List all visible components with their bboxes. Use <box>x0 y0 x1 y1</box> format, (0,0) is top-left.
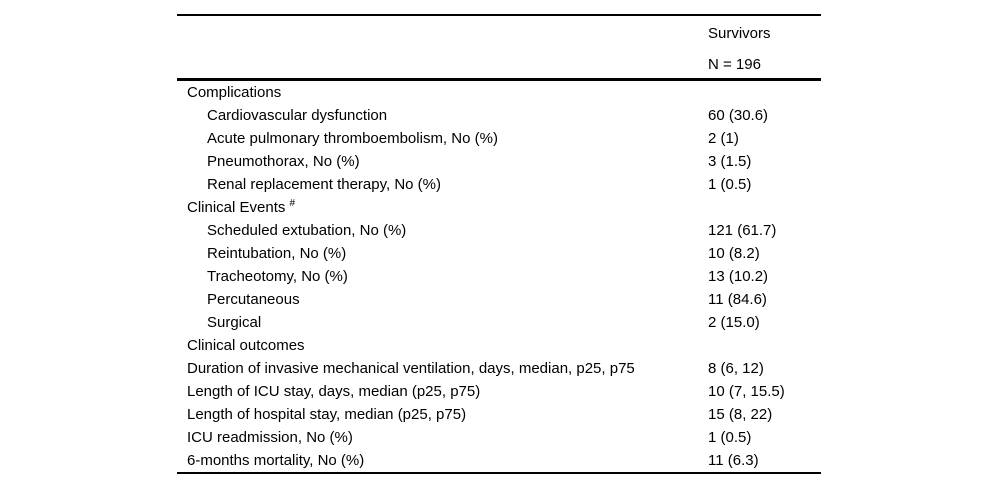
row-value <box>708 196 821 219</box>
row-value: 10 (7, 15.5) <box>708 383 785 400</box>
table-row: Pneumothorax, No (%) 3 (1.5) <box>177 150 821 173</box>
row-label: Complications <box>187 84 282 101</box>
row-label: Surgical <box>207 314 262 331</box>
row-value: 2 (1) <box>708 130 739 147</box>
table-row: Scheduled extubation, No (%) 121 (61.7) <box>177 219 821 242</box>
row-value <box>708 81 821 104</box>
table-row: 6-months mortality, No (%) 11 (6.3) <box>177 449 821 472</box>
table-row: Length of ICU stay, days, median (p25, p… <box>177 380 821 403</box>
row-value: 8 (6, 12) <box>708 360 764 377</box>
row-label: Cardiovascular dysfunction <box>207 107 388 124</box>
row-value: 11 (6.3) <box>708 452 759 469</box>
row-label: 6-months mortality, No (%) <box>187 452 365 469</box>
table-row: Tracheotomy, No (%) 13 (10.2) <box>177 265 821 288</box>
row-value <box>708 334 821 357</box>
table-row: Length of hospital stay, median (p25, p7… <box>177 403 821 426</box>
row-value: 1 (0.5) <box>708 176 752 193</box>
outcomes-table: Survivors N = 196 Complications Cardiovas… <box>177 14 821 474</box>
row-label: Clinical Events # <box>187 198 296 217</box>
table-row: Clinical Events # <box>177 196 821 219</box>
row-value: 3 (1.5) <box>708 153 752 170</box>
header-column-subtitle: N = 196 <box>708 56 761 73</box>
row-value: 10 (8.2) <box>708 245 760 262</box>
table-row: Percutaneous 11 (84.6) <box>177 288 821 311</box>
row-value: 121 (61.7) <box>708 222 777 239</box>
table-header-rule <box>177 78 821 81</box>
row-value: 11 (84.6) <box>708 291 767 308</box>
row-label: Length of ICU stay, days, median (p25, p… <box>187 383 481 400</box>
table-row: Duration of invasive mechanical ventilat… <box>177 357 821 380</box>
table-row: ICU readmission, No (%) 1 (0.5) <box>177 426 821 449</box>
row-value: 15 (8, 22) <box>708 406 773 423</box>
row-label: Pneumothorax, No (%) <box>207 153 360 170</box>
table-header-row: Survivors N = 196 <box>177 16 821 78</box>
table-bottom-rule <box>177 472 821 474</box>
table-top-rule <box>177 14 821 16</box>
table-row: Cardiovascular dysfunction 60 (30.6) <box>177 104 821 127</box>
table-row: Reintubation, No (%) 10 (8.2) <box>177 242 821 265</box>
table-row: Renal replacement therapy, No (%) 1 (0.5) <box>177 173 821 196</box>
row-value: 1 (0.5) <box>708 429 752 446</box>
row-label: Percutaneous <box>207 291 300 308</box>
row-label: ICU readmission, No (%) <box>187 429 353 446</box>
row-label: Acute pulmonary thromboembolism, No (%) <box>207 130 498 147</box>
row-label-superscript: # <box>289 198 296 209</box>
row-value: 13 (10.2) <box>708 268 769 285</box>
row-label: Reintubation, No (%) <box>207 245 347 262</box>
table-row: Clinical outcomes <box>177 334 821 357</box>
row-label: Scheduled extubation, No (%) <box>207 222 407 239</box>
row-value: 2 (15.0) <box>708 314 760 331</box>
row-value: 60 (30.6) <box>708 107 769 124</box>
row-label: Clinical outcomes <box>187 337 305 354</box>
table-row: Complications <box>177 81 821 104</box>
row-label: Renal replacement therapy, No (%) <box>207 176 441 193</box>
row-label: Tracheotomy, No (%) <box>207 268 348 285</box>
header-column-title: Survivors <box>708 25 771 42</box>
table-row: Acute pulmonary thromboembolism, No (%) 2… <box>177 127 821 150</box>
row-label: Length of hospital stay, median (p25, p7… <box>187 406 467 423</box>
row-label: Duration of invasive mechanical ventilat… <box>187 360 635 377</box>
table-body: Complications Cardiovascular dysfunction 6… <box>177 81 821 472</box>
table-row: Surgical 2 (15.0) <box>177 311 821 334</box>
